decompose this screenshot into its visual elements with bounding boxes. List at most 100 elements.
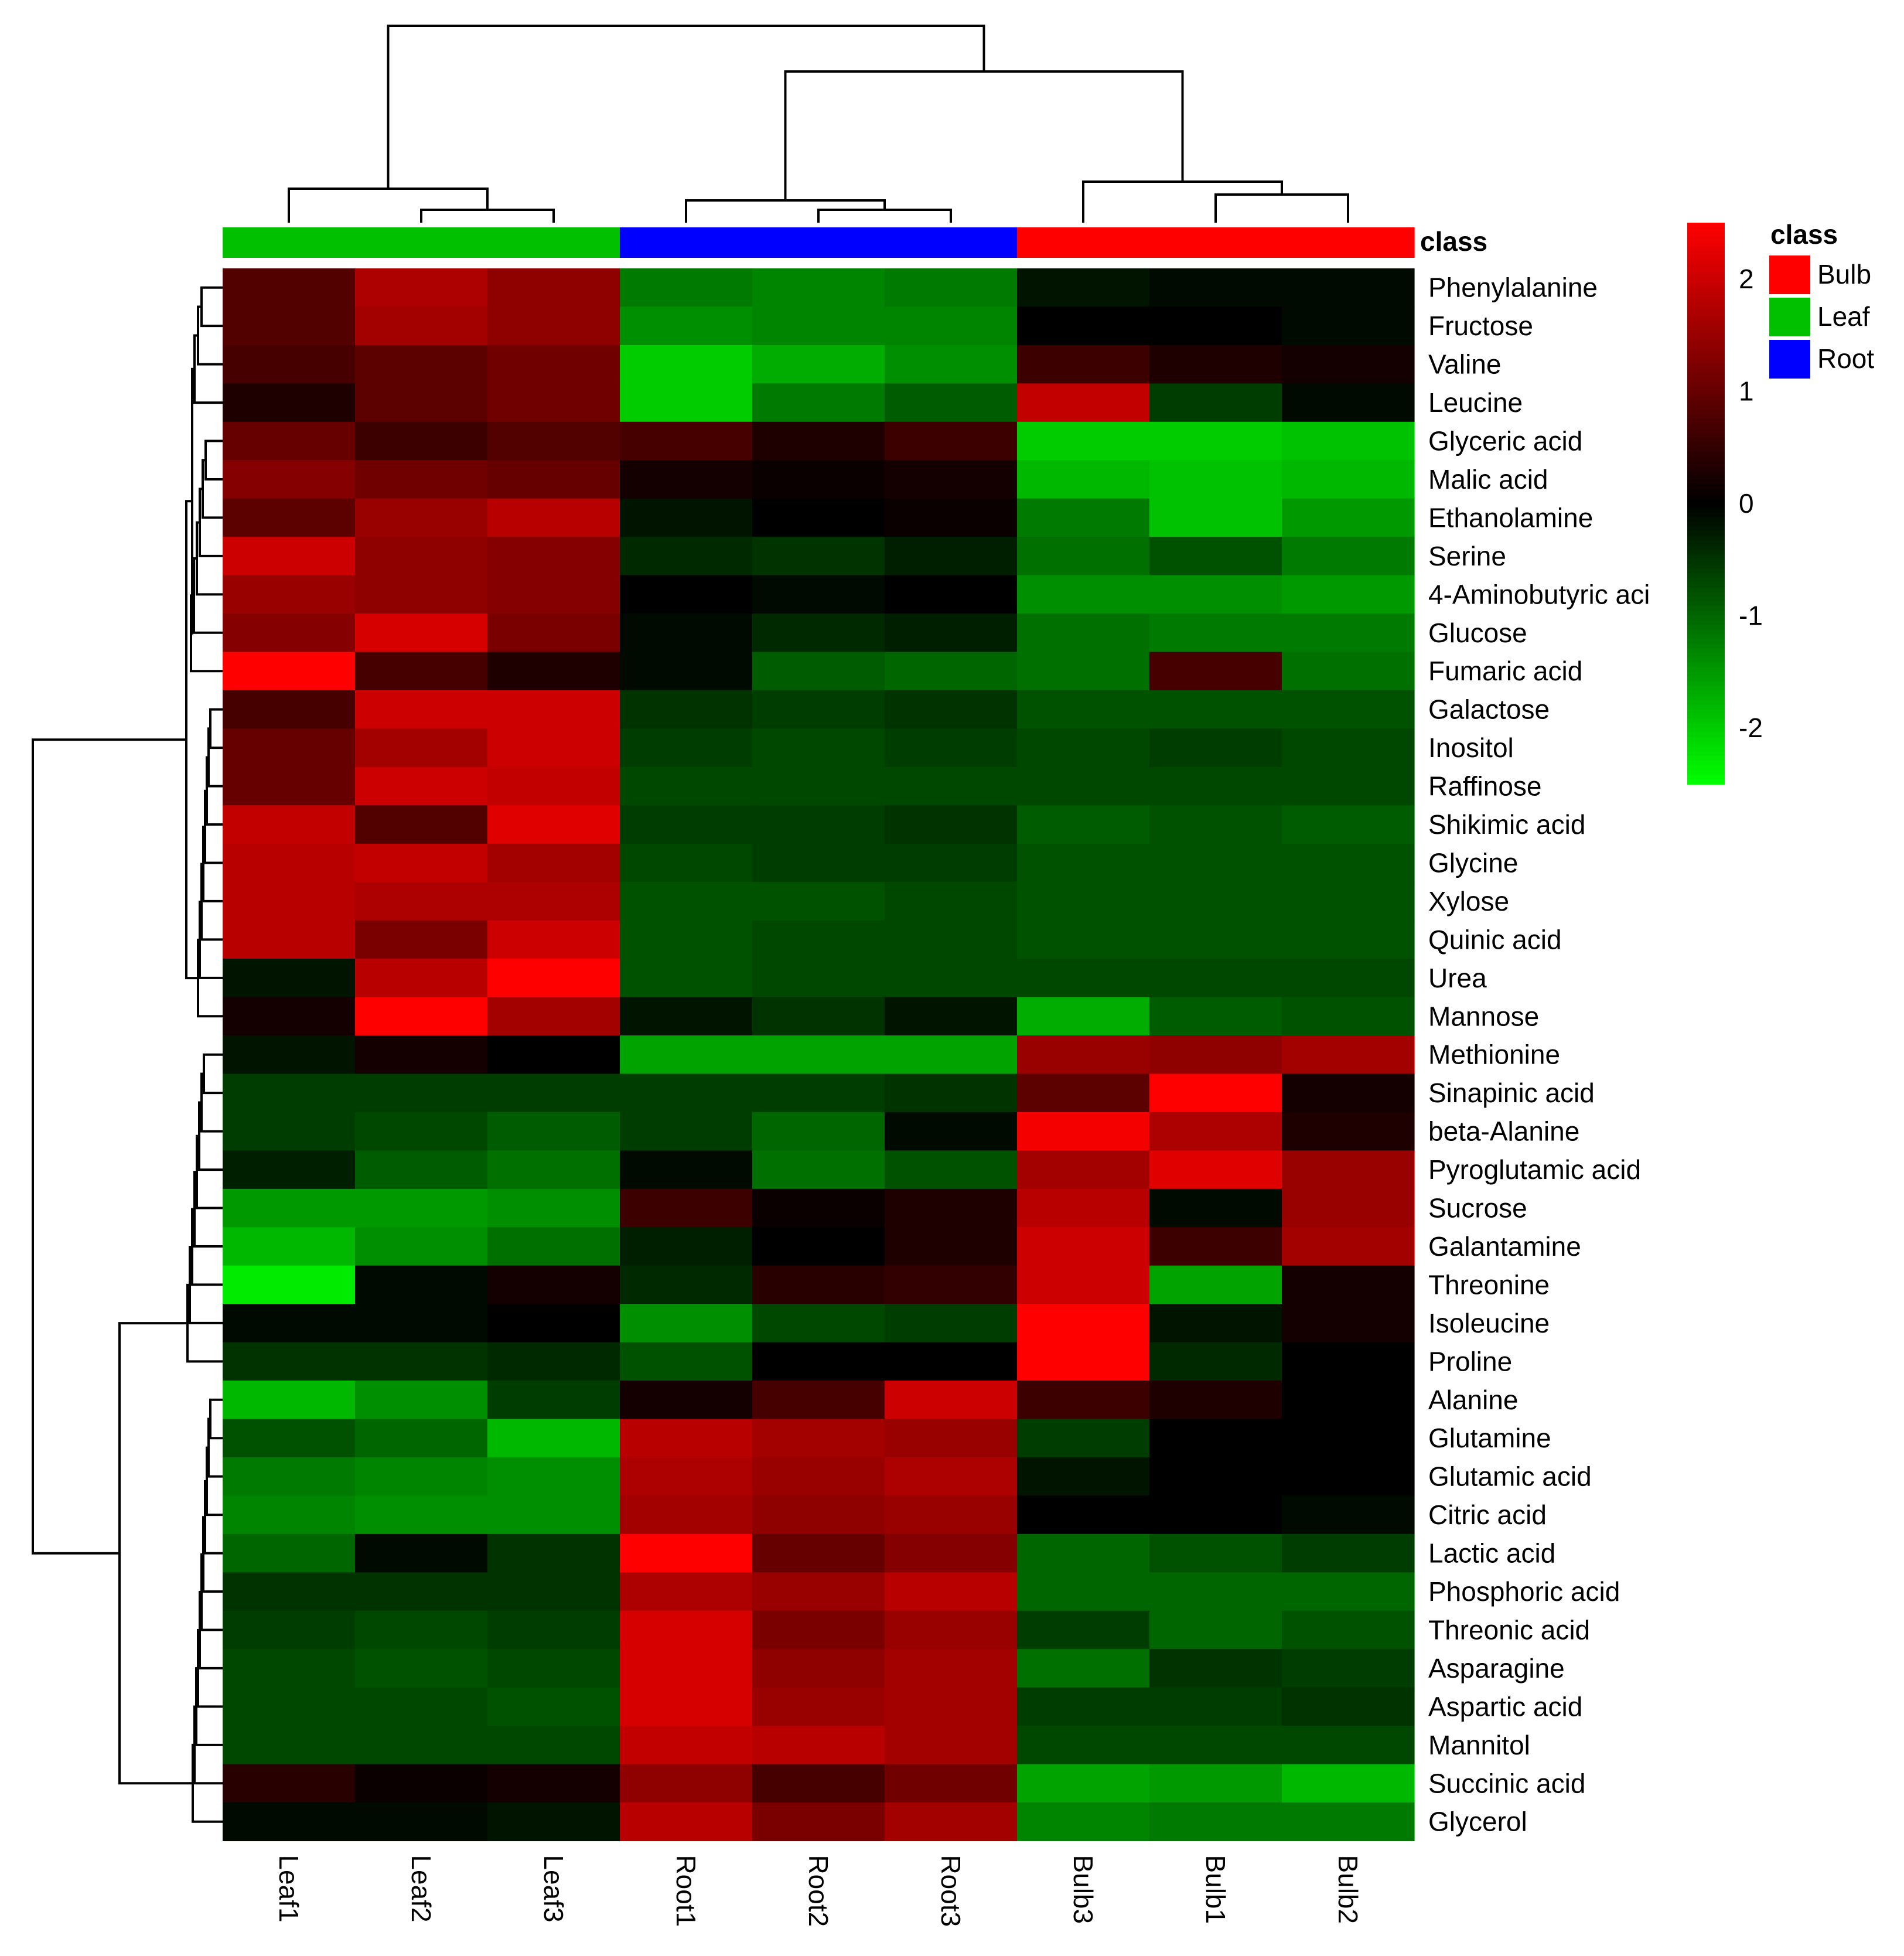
heatmap-cell	[620, 1150, 753, 1190]
row-label: Succinic acid	[1428, 1768, 1585, 1798]
heatmap-cell	[487, 1610, 620, 1650]
heatmap-cell	[620, 920, 753, 959]
heatmap-cell	[620, 690, 753, 729]
column-label: Root3	[936, 1855, 966, 1927]
colorbar-segment	[1687, 704, 1725, 710]
heatmap-cell	[885, 1381, 1018, 1420]
colorbar-segment	[1687, 278, 1725, 284]
colorbar-segment	[1687, 648, 1725, 654]
colorbar-segment	[1687, 372, 1725, 378]
heatmap-cell	[355, 460, 488, 499]
heatmap-cell	[1282, 882, 1415, 921]
heatmap-cell	[355, 1802, 488, 1842]
row-label: Sucrose	[1428, 1193, 1527, 1224]
heatmap-cell	[487, 1534, 620, 1573]
heatmap-cell	[752, 1495, 885, 1535]
heatmap-cell	[355, 959, 488, 998]
heatmap-cell	[1149, 383, 1282, 422]
heatmap-cell	[355, 1381, 488, 1420]
heatmap-cell	[223, 1764, 356, 1803]
heatmap-cell	[487, 843, 620, 882]
heatmap-cell	[1017, 1035, 1150, 1075]
heatmap-cell	[1282, 575, 1415, 614]
heatmap-cell	[223, 575, 356, 614]
heatmap-cell	[1017, 1534, 1150, 1573]
heatmap-cell	[487, 614, 620, 653]
heatmap-cell	[355, 345, 488, 384]
heatmap-cell	[1149, 1419, 1282, 1458]
heatmap-cell	[1017, 1381, 1150, 1420]
colorbar-segment	[1687, 405, 1725, 411]
heatmap-cell	[355, 1610, 488, 1650]
heatmap-cell	[752, 652, 885, 691]
heatmap-cell	[223, 268, 356, 308]
heatmap-cell	[885, 1802, 1018, 1842]
heatmap-cell	[885, 1726, 1018, 1765]
colorbar-segment	[1687, 442, 1725, 448]
class-bar-segment	[1282, 227, 1415, 258]
heatmap-cell	[355, 1035, 488, 1075]
heatmap-cell	[355, 498, 488, 537]
heatmap-cell	[1017, 537, 1150, 576]
heatmap-cell	[620, 1726, 753, 1765]
heatmap-cell	[1282, 652, 1415, 691]
heatmap-cell	[355, 1227, 488, 1266]
colorbar-segment	[1687, 297, 1725, 303]
heatmap-cell	[355, 1649, 488, 1688]
heatmap-cell	[1017, 1188, 1150, 1228]
heatmap-cell	[1282, 766, 1415, 806]
row-label: Aspartic acid	[1428, 1691, 1582, 1722]
row-label: Galantamine	[1428, 1231, 1581, 1262]
heatmap-cell	[223, 920, 356, 959]
heatmap-cell	[487, 728, 620, 768]
row-label: Inositol	[1428, 732, 1514, 763]
colorbar-segment	[1687, 681, 1725, 687]
heatmap-cell	[1017, 1112, 1150, 1151]
heatmap-cell	[752, 1726, 885, 1765]
column-label: Bulb2	[1333, 1855, 1363, 1924]
heatmap-cell	[1017, 1342, 1150, 1381]
heatmap-cell	[1282, 1764, 1415, 1803]
heatmap-cell	[752, 882, 885, 921]
legend-swatch	[1769, 340, 1810, 379]
colorbar-segment	[1687, 236, 1725, 242]
heatmap-cell	[355, 1495, 488, 1535]
colorbar-segment	[1687, 424, 1725, 430]
colorbar-tick-label: 2	[1739, 264, 1754, 294]
heatmap-cell	[487, 1188, 620, 1228]
heatmap-cell	[223, 882, 356, 921]
row-label: Mannose	[1428, 1001, 1539, 1031]
heatmap-cell	[1149, 805, 1282, 844]
heatmap-cell	[1017, 421, 1150, 461]
row-label: Sinapinic acid	[1428, 1078, 1595, 1108]
heatmap-cell	[1017, 1227, 1150, 1266]
column-dendrogram-link	[1082, 180, 1283, 223]
heatmap-cell	[355, 1572, 488, 1611]
row-dendrogram-link	[193, 557, 223, 634]
colorbar-segment	[1687, 597, 1725, 602]
heatmap-cell	[223, 614, 356, 653]
row-dendrogram-link	[209, 708, 223, 749]
colorbar-segment	[1687, 747, 1725, 752]
heatmap-cell	[620, 1649, 753, 1688]
colorbar-segment	[1687, 344, 1725, 350]
colorbar-segment	[1687, 512, 1725, 518]
heatmap-cell	[752, 306, 885, 346]
colorbar-segment	[1687, 714, 1725, 720]
row-label: Glycerol	[1428, 1807, 1527, 1837]
row-label: 4-Aminobutyric aci	[1428, 579, 1650, 609]
heatmap-cell	[620, 1534, 753, 1573]
colorbar-segment	[1687, 639, 1725, 645]
heatmap-cell	[752, 920, 885, 959]
heatmap-cell	[487, 1227, 620, 1266]
heatmap-cell	[1149, 498, 1282, 537]
heatmap-cell	[487, 498, 620, 537]
colorbar-segment	[1687, 592, 1725, 598]
colorbar-segment	[1687, 246, 1725, 251]
heatmap-cell	[223, 1188, 356, 1228]
heatmap-cell	[487, 882, 620, 921]
heatmap-cell	[223, 1649, 356, 1688]
heatmap-cell	[355, 383, 488, 422]
heatmap-cell	[1149, 1457, 1282, 1496]
heatmap-cell	[487, 383, 620, 422]
